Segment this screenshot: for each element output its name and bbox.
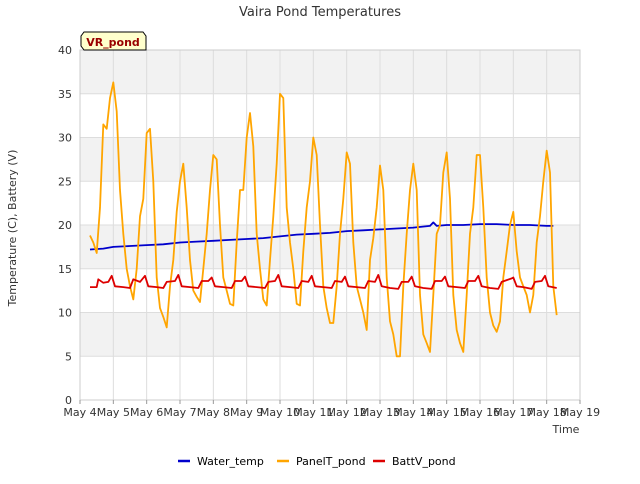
chart-title: Vaira Pond Temperatures	[239, 5, 401, 20]
x-tick-label: May 16	[460, 406, 500, 419]
x-tick-label: May 13	[360, 406, 400, 419]
y-tick-label: 15	[58, 263, 72, 276]
series-line-water-temp	[89, 221, 554, 251]
x-tick-label: May 5	[97, 406, 130, 419]
series-lines	[89, 81, 558, 358]
y-tick-label: 35	[58, 88, 72, 101]
plot-area	[79, 49, 581, 401]
y-tick-label: 30	[58, 132, 72, 145]
x-tick-label: May 10	[260, 406, 300, 419]
legend-label: Water_temp	[197, 455, 264, 468]
grid-bands	[80, 50, 580, 357]
series-line-battv-pond	[90, 274, 557, 290]
x-tick-label: May 11	[293, 406, 333, 419]
x-tick-label: May 15	[427, 406, 467, 419]
legend-label: PanelT_pond	[296, 455, 366, 468]
y-axis-label: Temperature (C), Battery (V)	[6, 150, 19, 308]
x-tick-label: May 4	[63, 406, 96, 419]
x-axis-label: Time	[552, 423, 580, 436]
y-axis-ticks: 0 5 10 15 20 25 30 35 40	[58, 44, 72, 407]
y-tick-label: 5	[65, 350, 72, 363]
x-tick-label: May 8	[197, 406, 230, 419]
y-tick-label: 40	[58, 44, 72, 57]
x-tick-label: May 9	[230, 406, 263, 419]
x-tick-label: May 6	[130, 406, 163, 419]
grid-band	[80, 50, 580, 94]
y-tick-label: 0	[65, 394, 72, 407]
x-tick-label: May 12	[327, 406, 367, 419]
x-tick-label: May 19	[560, 406, 600, 419]
site-label-box: VR_pond	[80, 31, 147, 51]
x-tick-label: May 17	[493, 406, 533, 419]
x-tick-label: May 7	[163, 406, 196, 419]
y-tick-label: 20	[58, 219, 72, 232]
grid-band	[80, 137, 580, 182]
legend-label: BattV_pond	[392, 455, 456, 468]
y-tick-label: 10	[58, 307, 72, 320]
x-tick-label: May 18	[527, 406, 567, 419]
y-tick-label: 25	[58, 175, 72, 188]
x-tick-label: May 14	[393, 406, 433, 419]
site-label: VR_pond	[86, 36, 140, 49]
legend: Water_temp PanelT_pond BattV_pond	[178, 455, 456, 468]
